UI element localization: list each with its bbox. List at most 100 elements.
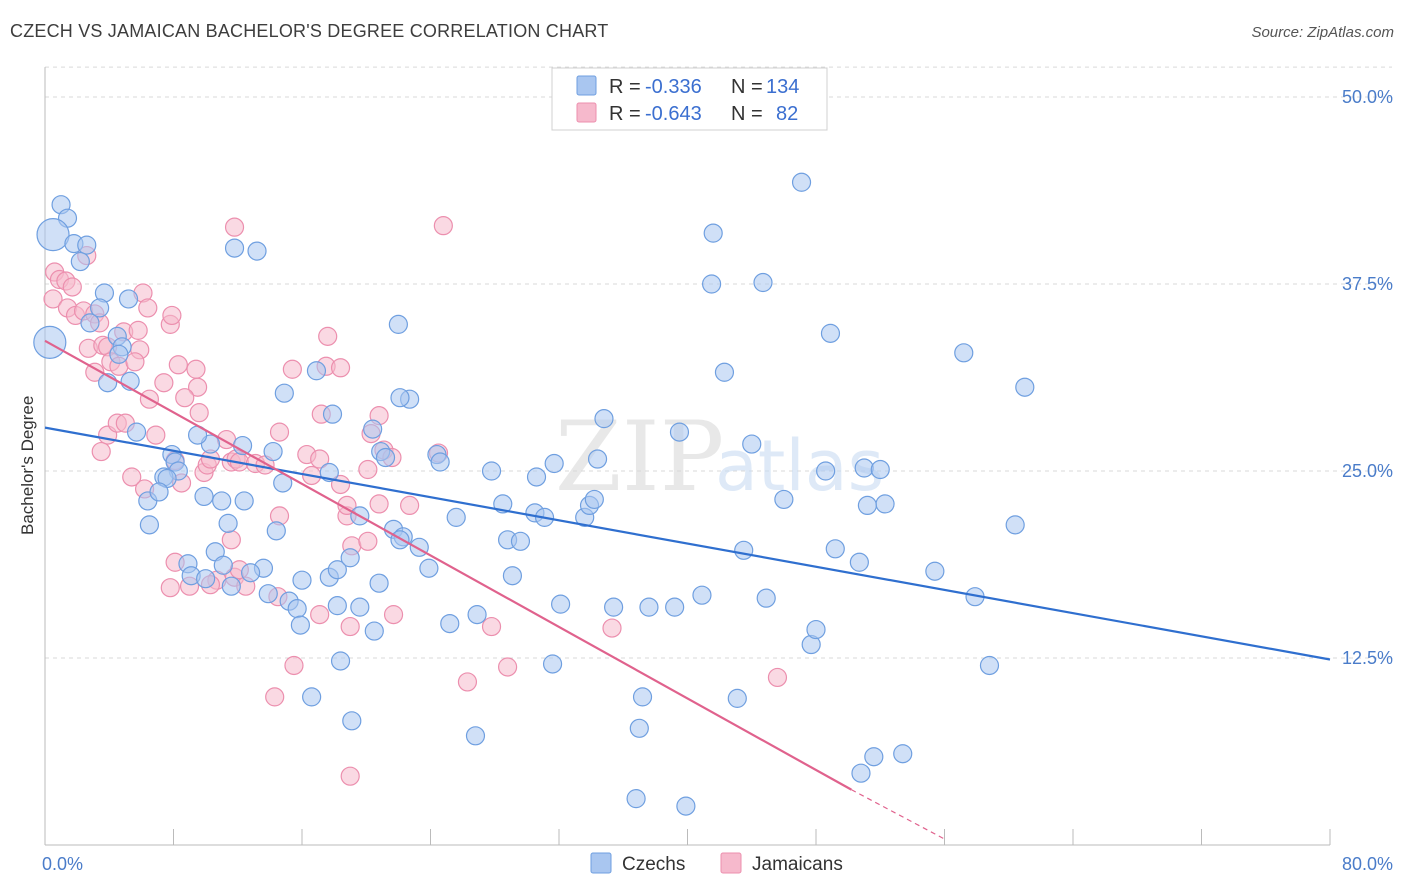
czech-point [258, 584, 278, 604]
czech-point [854, 458, 874, 478]
czech-point [669, 422, 690, 442]
czech-point [363, 419, 383, 439]
jamaicans-trend-line [44, 339, 852, 791]
y-tick-label: 37.5% [1342, 274, 1393, 294]
legend-n-value-jamaicans: 82 [776, 103, 798, 125]
czech-point [639, 597, 659, 617]
czech-point [979, 655, 1000, 676]
czech-point [302, 687, 322, 707]
czech-point [224, 238, 245, 258]
jamaican-point [162, 305, 182, 326]
czech-point [390, 530, 410, 550]
czech-point [194, 486, 214, 507]
czech-point [446, 507, 466, 527]
czech-point [350, 597, 370, 617]
jamaican-point [457, 672, 478, 692]
jamaican-point [43, 289, 63, 309]
jamaican-point [340, 616, 360, 637]
czech-point [465, 726, 486, 746]
czech-point [213, 555, 233, 575]
czech-point [247, 241, 267, 261]
czech-point [893, 744, 913, 764]
czech-point [703, 223, 723, 243]
jamaican-point [62, 277, 82, 297]
czech-point [604, 597, 624, 617]
czech-point [388, 314, 408, 334]
jamaican-point [85, 362, 105, 382]
trend-lines [44, 339, 1331, 840]
czech-point [791, 172, 812, 192]
czech-point [629, 718, 649, 738]
czech-point [118, 289, 139, 309]
x-tick-label: 0.0% [42, 854, 83, 874]
czech-point [551, 594, 571, 614]
y-axis-label: Bachelor's Degree [18, 396, 37, 535]
stats-legend: R = -0.336 N = 134 R = -0.643 N = 82 [551, 67, 828, 131]
czech-point [701, 274, 722, 294]
czech-point [126, 422, 147, 442]
czech-point [327, 596, 347, 616]
jamaican-point [433, 216, 453, 236]
jamaican-point [383, 605, 404, 625]
jamaican-point [369, 494, 389, 514]
czech-point [440, 613, 460, 634]
jamaican-point [122, 467, 142, 487]
czech-point [375, 447, 396, 468]
czech-point [816, 461, 836, 481]
y-tick-label: 25.0% [1342, 461, 1393, 481]
czech-point [218, 513, 238, 533]
czechs-points [33, 172, 1035, 816]
czech-point [109, 344, 129, 364]
czechs-trend-line [44, 426, 1331, 661]
czech-point [274, 383, 294, 403]
czech-point [734, 540, 754, 560]
czech-point [263, 441, 283, 462]
jamaican-point [481, 616, 502, 637]
jamaican-point [318, 326, 338, 346]
czech-point [77, 235, 97, 255]
legend-n-label-jamaicans: N = [731, 103, 763, 125]
jamaican-point [265, 687, 285, 707]
bottom-legend-czechs: Czechs [622, 854, 685, 875]
czech-point [266, 521, 286, 541]
czech-point [467, 605, 487, 625]
czech-point [292, 570, 312, 590]
czech-point [851, 763, 871, 783]
czech-point [756, 588, 776, 608]
czech-point [502, 566, 523, 586]
czech-point [1015, 377, 1035, 397]
czech-point [542, 654, 563, 674]
czech-point [587, 449, 608, 469]
czech-point [340, 548, 360, 568]
watermark-zip: ZIP [555, 401, 724, 513]
czech-point [1005, 515, 1025, 535]
jamaican-point [175, 388, 195, 408]
czech-point [481, 461, 502, 481]
jamaican-point [282, 359, 302, 379]
x-tick-label: 80.0% [1342, 854, 1393, 874]
czech-point [857, 495, 878, 516]
legend-swatch-jamaicans [576, 102, 597, 123]
czech-point [742, 434, 762, 454]
jamaican-point [189, 403, 209, 423]
czech-point [692, 585, 712, 605]
czech-point [287, 599, 307, 619]
czech-point [327, 560, 347, 580]
czech-point [70, 251, 90, 272]
czech-point [322, 404, 343, 424]
jamaican-point [498, 657, 518, 677]
legend-box [551, 67, 828, 131]
czech-point [369, 573, 389, 593]
bottom-legend-jamaicans: Jamaicans [752, 854, 843, 875]
czech-point [665, 597, 685, 617]
czech-point [196, 569, 216, 589]
czech-point [139, 515, 160, 535]
czech-point [526, 467, 547, 487]
jamaican-point [337, 495, 357, 516]
czech-point [90, 298, 110, 318]
czech-point [632, 687, 653, 707]
czech-point [290, 615, 310, 635]
czech-point [849, 552, 869, 572]
czech-point [510, 531, 531, 551]
